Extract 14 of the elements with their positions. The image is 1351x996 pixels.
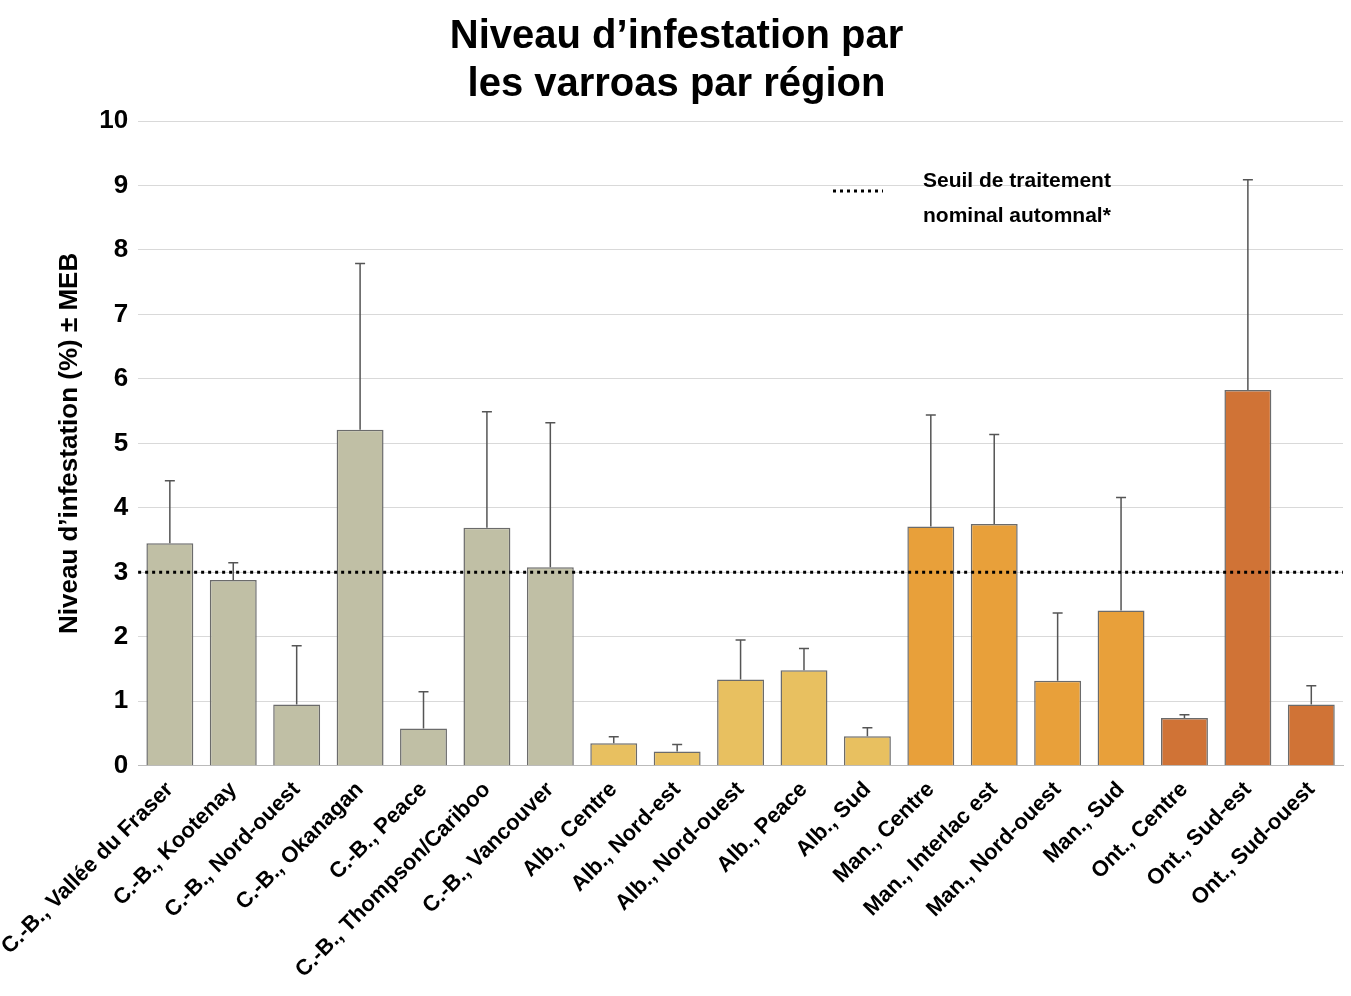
- y-tick-label: 1: [113, 684, 129, 715]
- y-tick-label: 6: [113, 362, 129, 393]
- legend-label: Seuil de traitement nominal automnal*: [923, 167, 1112, 226]
- y-tick-label: 7: [113, 297, 129, 328]
- y-tick-label: 10: [99, 104, 129, 135]
- y-tick-label: 8: [113, 233, 129, 264]
- y-tick-label: 5: [113, 426, 129, 457]
- y-tick-label: 3: [113, 555, 129, 586]
- y-axis-title: Niveau d’infestation (%) ± MEB: [52, 252, 83, 634]
- chart-title: Niveau d’infestation par les varroas par région: [449, 12, 904, 105]
- y-tick-label: 9: [113, 168, 129, 199]
- y-tick-label: 4: [113, 491, 129, 522]
- y-tick-label: 2: [113, 620, 129, 651]
- y-tick-label: 0: [113, 748, 129, 779]
